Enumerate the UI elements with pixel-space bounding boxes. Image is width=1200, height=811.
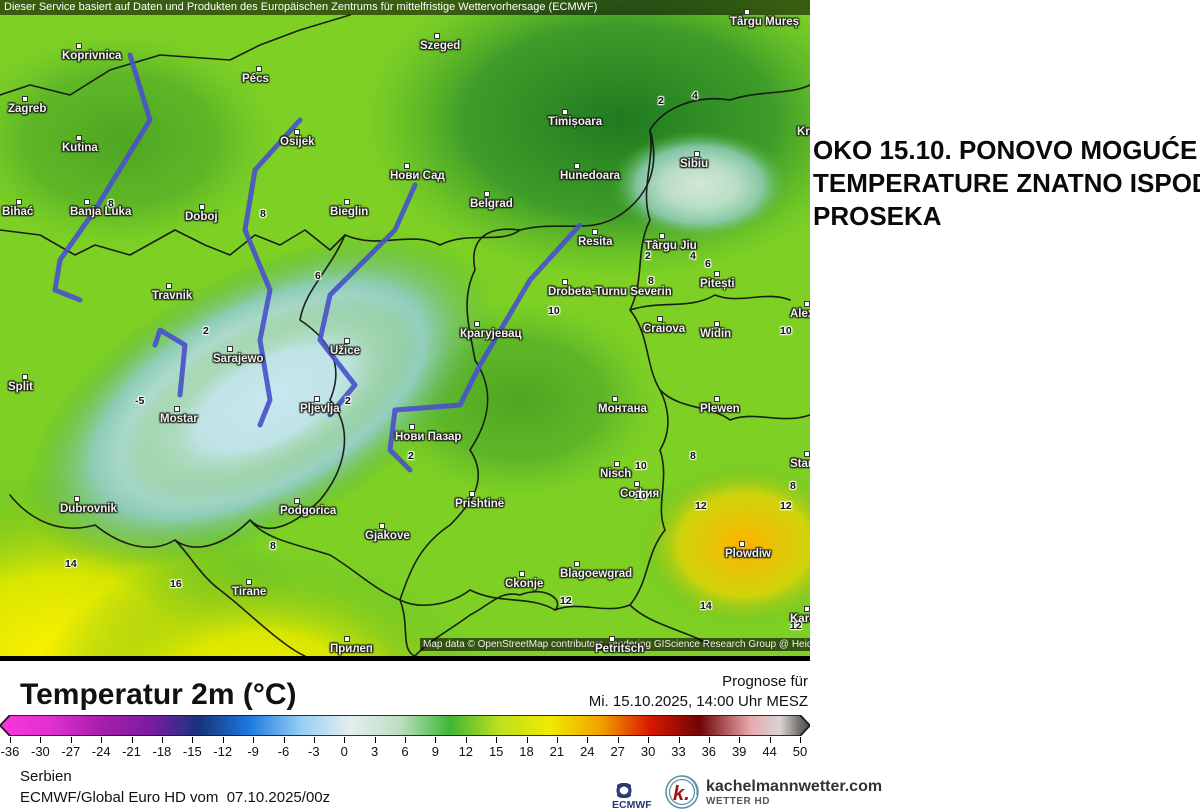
- svg-text:ECMWF: ECMWF: [612, 799, 652, 810]
- svg-text:k.: k.: [673, 783, 690, 805]
